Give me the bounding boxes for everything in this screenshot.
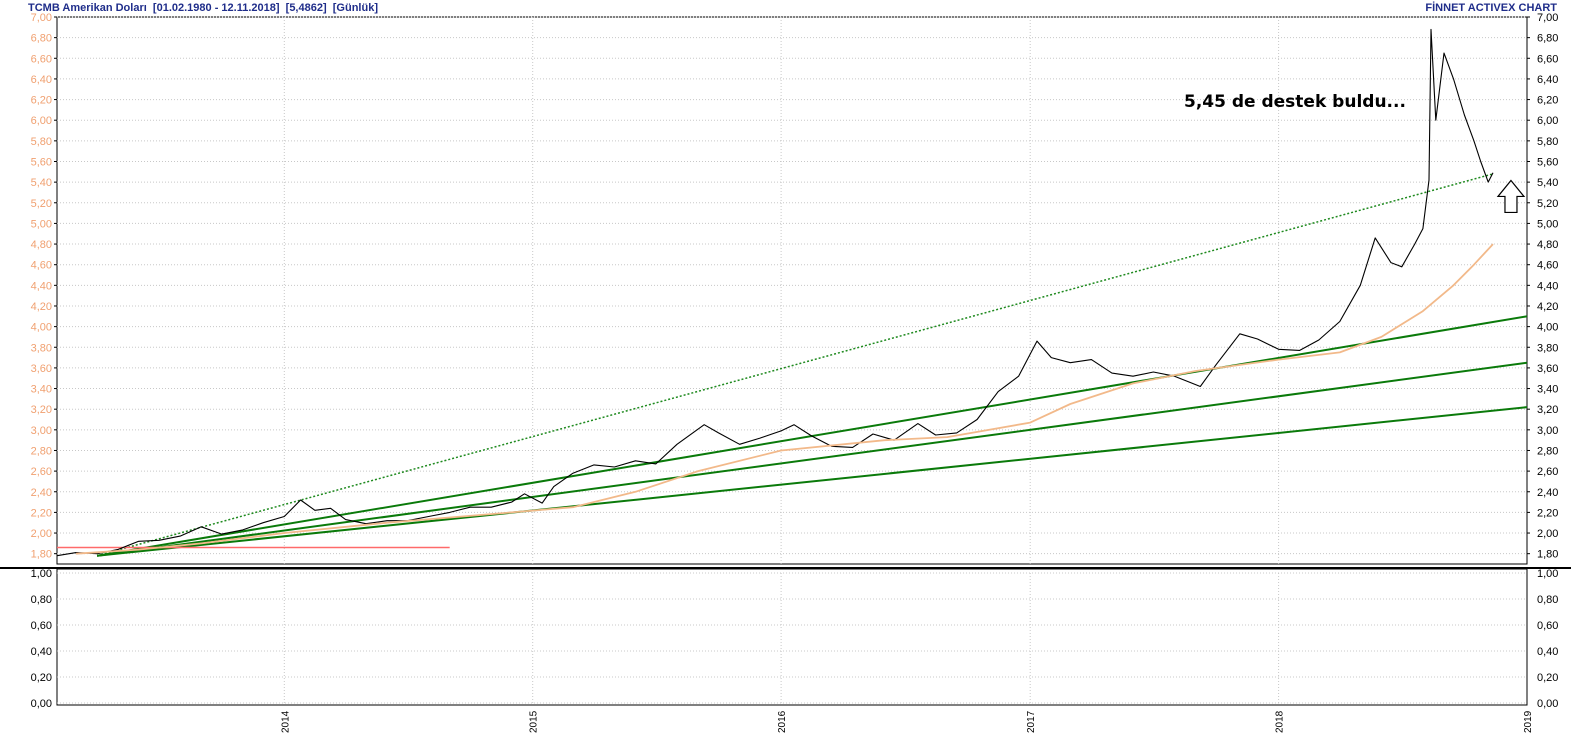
y-tick-label-right: 5,00 xyxy=(1537,218,1558,230)
lower-y-tick-label-right: 1,00 xyxy=(1537,568,1558,580)
y-tick-label-left: 5,00 xyxy=(31,218,52,230)
brand-label: FİNNET ACTIVEX CHART xyxy=(1425,2,1557,14)
y-tick-label-right: 3,00 xyxy=(1537,425,1558,437)
y-tick-label-right: 6,20 xyxy=(1537,95,1558,107)
y-tick-label-right: 4,80 xyxy=(1537,239,1558,251)
y-tick-label-left: 5,40 xyxy=(31,177,52,189)
up-arrow-icon xyxy=(1496,179,1526,214)
lower-y-tick-label-right: 0,00 xyxy=(1537,698,1558,710)
y-tick-label-left: 4,00 xyxy=(31,322,52,334)
y-tick-label-right: 6,60 xyxy=(1537,53,1558,65)
y-tick-label-left: 2,80 xyxy=(31,445,52,457)
y-tick-label-right: 3,40 xyxy=(1537,384,1558,396)
x-tick-label: 2018 xyxy=(1275,710,1286,733)
y-tick-label-left: 3,00 xyxy=(31,425,52,437)
lower-y-tick-label-left: 0,20 xyxy=(31,672,52,684)
y-tick-label-left: 2,20 xyxy=(31,507,52,519)
y-tick-label-left: 4,20 xyxy=(31,301,52,313)
y-tick-label-right: 2,20 xyxy=(1537,507,1558,519)
y-tick-label-right: 5,20 xyxy=(1537,198,1558,210)
y-tick-label-right: 1,80 xyxy=(1537,549,1558,561)
y-tick-label-right: 4,60 xyxy=(1537,260,1558,272)
x-tick-label: 2017 xyxy=(1026,710,1037,733)
y-tick-label-right: 2,40 xyxy=(1537,487,1558,499)
y-tick-label-left: 6,60 xyxy=(31,53,52,65)
y-tick-label-left: 4,60 xyxy=(31,260,52,272)
trendline xyxy=(97,361,1528,557)
y-tick-label-left: 2,00 xyxy=(31,528,52,540)
y-tick-label-left: 3,40 xyxy=(31,384,52,396)
y-tick-label-left: 3,80 xyxy=(31,342,52,354)
y-tick-label-right: 7,00 xyxy=(1537,12,1558,24)
lower-y-tick-label-left: 0,80 xyxy=(31,594,52,606)
y-tick-label-right: 4,20 xyxy=(1537,301,1558,313)
y-tick-label-left: 3,60 xyxy=(31,363,52,375)
y-tick-label-left: 4,40 xyxy=(31,280,52,292)
y-tick-label-right: 3,60 xyxy=(1537,363,1558,375)
instrument-title: TCMB Amerikan Doları xyxy=(28,2,147,14)
y-tick-label-right: 2,00 xyxy=(1537,528,1558,540)
lower-y-tick-label-left: 0,60 xyxy=(31,620,52,632)
moving-average-line xyxy=(76,243,1494,555)
x-tick-label: 2015 xyxy=(529,710,540,733)
y-tick-label-right: 4,40 xyxy=(1537,280,1558,292)
y-tick-label-left: 3,20 xyxy=(31,404,52,416)
y-tick-label-right: 5,80 xyxy=(1537,136,1558,148)
trendline xyxy=(97,406,1528,557)
last-value: [5,4862] xyxy=(285,2,327,14)
y-tick-label-right: 2,80 xyxy=(1537,445,1558,457)
lower-y-tick-label-right: 0,80 xyxy=(1537,594,1558,606)
y-tick-label-left: 2,40 xyxy=(31,487,52,499)
chart-header: TCMB Amerikan Doları [01.02.1980 - 12.11… xyxy=(28,2,378,14)
lower-y-tick-label-right: 0,60 xyxy=(1537,620,1558,632)
y-tick-label-right: 5,40 xyxy=(1537,177,1558,189)
lower-y-tick-label-left: 1,00 xyxy=(31,568,52,580)
lower-y-tick-label-right: 0,20 xyxy=(1537,672,1558,684)
y-tick-label-right: 2,60 xyxy=(1537,466,1558,478)
y-tick-label-left: 5,80 xyxy=(31,136,52,148)
x-tick-label: 2014 xyxy=(280,710,291,733)
y-tick-label-left: 1,80 xyxy=(31,549,52,561)
x-tick-label: 2016 xyxy=(777,710,788,733)
lower-y-tick-label-left: 0,00 xyxy=(31,698,52,710)
price-series-line xyxy=(56,28,1494,557)
x-tick-label: 2019 xyxy=(1523,710,1534,733)
y-tick-label-right: 6,80 xyxy=(1537,33,1558,45)
y-tick-label-left: 2,60 xyxy=(31,466,52,478)
y-tick-label-left: 5,20 xyxy=(31,198,52,210)
y-tick-label-left: 6,40 xyxy=(31,74,52,86)
lower-panel-frame xyxy=(56,568,1528,706)
date-range: [01.02.1980 - 12.11.2018] xyxy=(152,2,280,14)
lower-y-tick-label-left: 0,40 xyxy=(31,646,52,658)
y-tick-label-right: 5,60 xyxy=(1537,156,1558,168)
annotation-text: 5,45 de destek buldu... xyxy=(1184,92,1406,112)
lower-y-tick-label-right: 0,40 xyxy=(1537,646,1558,658)
y-tick-label-right: 6,40 xyxy=(1537,74,1558,86)
y-tick-label-left: 6,80 xyxy=(31,33,52,45)
y-tick-label-left: 6,00 xyxy=(31,115,52,127)
y-tick-label-right: 4,00 xyxy=(1537,322,1558,334)
y-tick-label-left: 7,00 xyxy=(31,12,52,24)
y-tick-label-left: 4,80 xyxy=(31,239,52,251)
y-tick-label-left: 5,60 xyxy=(31,156,52,168)
period: [Günlük] xyxy=(332,2,378,14)
dotted-trendline xyxy=(96,173,1494,557)
y-tick-label-right: 6,00 xyxy=(1537,115,1558,127)
y-tick-label-right: 3,20 xyxy=(1537,404,1558,416)
y-tick-label-right: 3,80 xyxy=(1537,342,1558,354)
y-tick-label-left: 6,20 xyxy=(31,95,52,107)
